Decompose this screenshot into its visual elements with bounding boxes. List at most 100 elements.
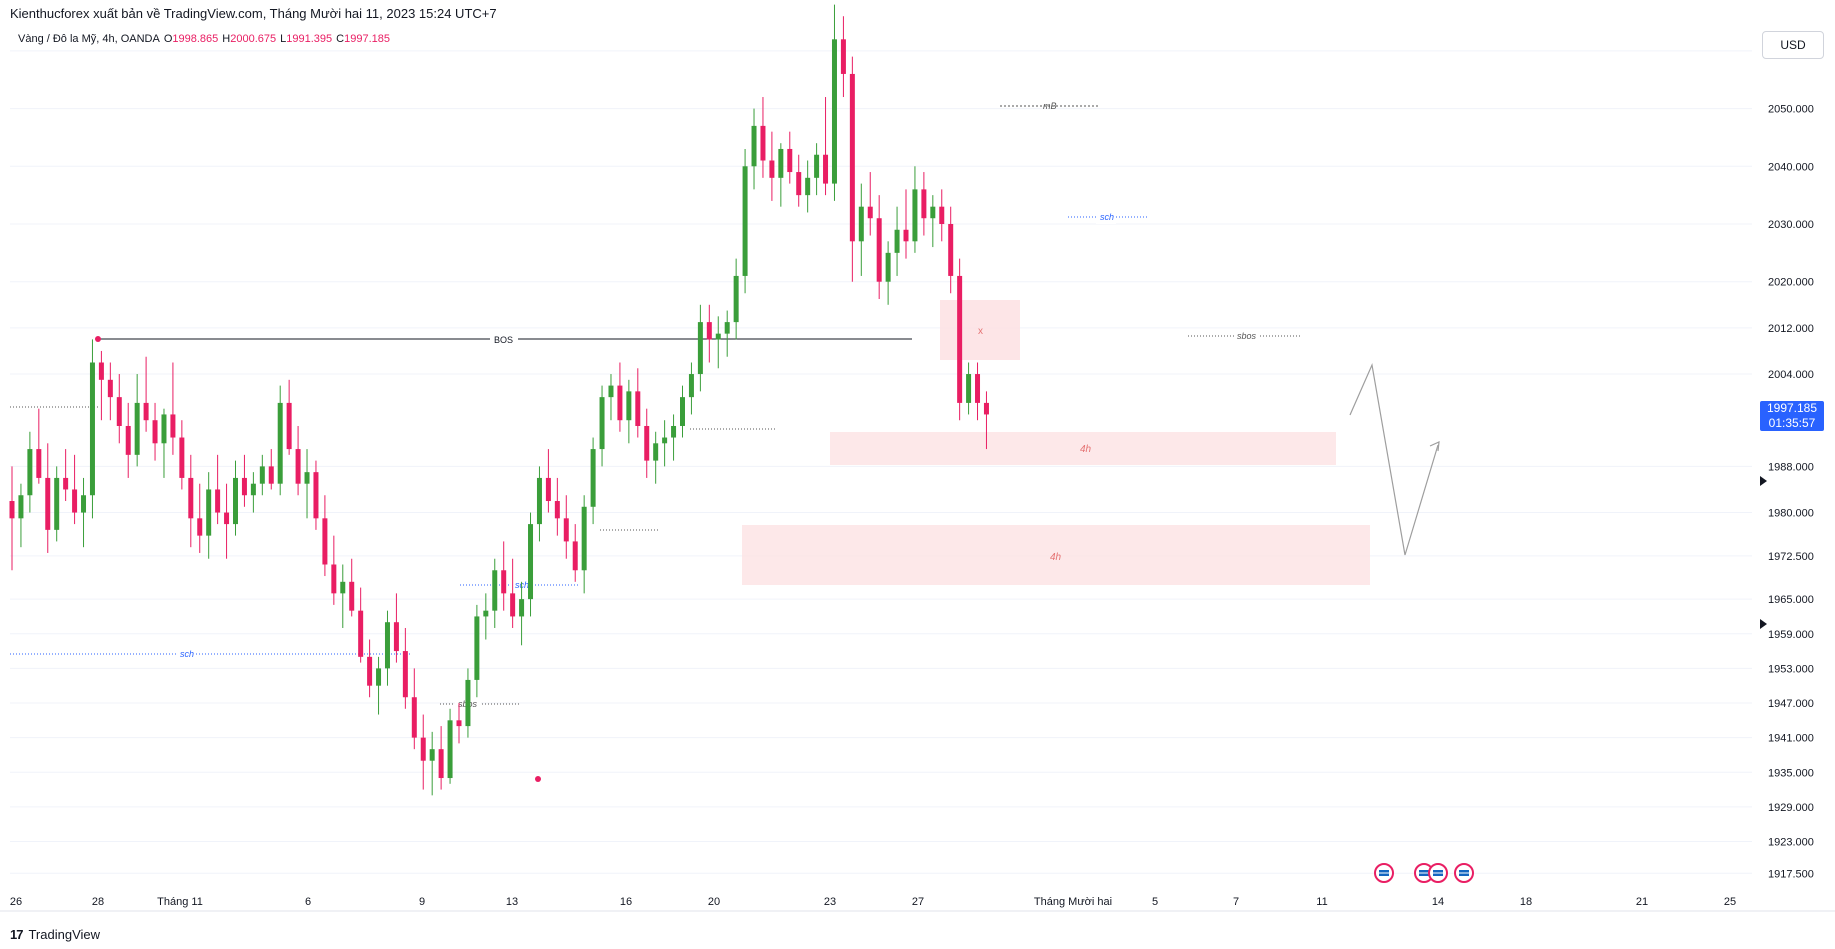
price-axis[interactable]: 2060.0002050.0002040.0002030.0002020.000…	[1768, 46, 1814, 880]
candle	[376, 656, 382, 715]
candle-body-up	[161, 414, 167, 444]
candle-body-down	[224, 512, 230, 525]
candle-body-up	[831, 39, 837, 184]
sch-mid-label-bg	[511, 578, 531, 592]
us-flag-event-icon[interactable]	[1374, 863, 1394, 883]
candle	[9, 466, 15, 571]
candle	[849, 56, 855, 282]
candle-body-up	[528, 524, 534, 600]
candle-body-up	[626, 391, 632, 421]
price-tick-label: 1965.000	[1768, 594, 1814, 606]
us-flag-event-icon[interactable]	[1428, 863, 1448, 883]
ohlc-open-label: O	[163, 33, 173, 45]
candle	[447, 708, 453, 784]
candle	[635, 368, 641, 438]
candle	[590, 437, 596, 525]
candle-body-up	[483, 610, 489, 617]
candle	[662, 420, 668, 467]
candle	[706, 304, 712, 363]
candle	[295, 425, 301, 496]
candle	[930, 195, 936, 248]
candle-body-down	[393, 622, 399, 652]
candle-body-up	[581, 506, 587, 571]
ohlc-values: O1998.865 H2000.675 L1991.395 C1997.185	[164, 33, 390, 45]
price-tick-label: 1929.000	[1768, 802, 1814, 814]
candle-body-up	[474, 616, 480, 680]
candle-body-down	[72, 489, 78, 513]
us-flag-event-icon[interactable]	[1454, 863, 1474, 883]
ohlc-close-value: 1997.185	[344, 33, 390, 45]
candle-body-down	[876, 218, 882, 282]
candle	[81, 477, 87, 548]
candle-body-down	[572, 541, 578, 571]
time-tick-label: 13	[506, 896, 518, 908]
candle-body-down	[188, 477, 194, 519]
candle-body-up	[599, 397, 605, 450]
sbos-label-right: sbos	[1237, 331, 1257, 341]
candle	[304, 449, 310, 519]
candle-body-up	[259, 466, 265, 484]
candle	[170, 362, 176, 455]
candle-body-down	[644, 425, 650, 461]
bos-label: BOS	[494, 335, 513, 345]
candle	[983, 391, 989, 450]
price-tick-label: 2012.000	[1768, 323, 1814, 335]
candle	[805, 160, 811, 213]
candle	[474, 604, 480, 698]
candle	[250, 472, 256, 513]
candle	[840, 16, 846, 98]
candle-body-down	[921, 189, 927, 219]
candle-body-down	[787, 148, 793, 173]
time-tick-label: 28	[92, 896, 104, 908]
candle-body-down	[501, 570, 507, 594]
candle	[778, 143, 784, 207]
candle-body-down	[706, 322, 712, 340]
candle-body-up	[715, 333, 721, 340]
candle	[411, 668, 417, 750]
candle	[429, 731, 435, 796]
price-tick-label: 1917.500	[1768, 868, 1814, 880]
candle-body-down	[349, 581, 355, 611]
candle-body-down	[170, 414, 176, 438]
candle	[697, 304, 703, 392]
candle	[501, 541, 507, 611]
time-axis[interactable]: 26 28 Tháng 11 6 9 13 16 20 23 27 Tháng Mười hai 5 7…	[10, 896, 1736, 908]
candle-body-up	[662, 437, 668, 444]
zone-box-small	[940, 300, 1020, 360]
candle-body-down	[983, 402, 989, 415]
time-tick-label: 26	[10, 896, 22, 908]
candle-body-up	[536, 477, 542, 525]
candle	[349, 558, 355, 617]
candle-body-down	[107, 379, 113, 398]
candle	[563, 495, 569, 559]
candle-body-up	[384, 622, 390, 669]
candle	[733, 258, 739, 340]
currency-button[interactable]: USD	[1762, 31, 1824, 59]
candle-body-up	[894, 229, 900, 253]
candle-body-down	[554, 501, 560, 519]
candle-body-up	[733, 275, 739, 323]
candle	[215, 454, 221, 525]
candle	[367, 639, 373, 698]
candle	[554, 477, 560, 536]
candle-body-down	[796, 172, 802, 196]
candle-body-down	[197, 518, 203, 536]
ohlc-low-value: 1991.395	[286, 33, 333, 45]
tradingview-logo-icon: 17	[10, 927, 24, 942]
candle	[581, 495, 587, 594]
candle-body-down	[322, 518, 328, 565]
candle-body-up	[680, 397, 685, 426]
publisher-bar: Kienthucforex xuất bản về TradingView.co…	[0, 0, 1835, 28]
candle	[760, 97, 766, 178]
symbol-name[interactable]: Vàng / Đô la Mỹ, 4h, OANDA	[18, 33, 160, 45]
footer-brand[interactable]: 17 TradingView	[10, 925, 100, 945]
time-tick-label: 16	[620, 896, 632, 908]
candle	[545, 449, 551, 513]
candle-body-up	[858, 206, 864, 242]
candle	[671, 414, 677, 461]
candle	[796, 154, 802, 207]
candle	[322, 495, 328, 577]
publisher-text: Kienthucforex xuất bản về TradingView.co…	[10, 6, 497, 21]
candle	[54, 466, 60, 542]
